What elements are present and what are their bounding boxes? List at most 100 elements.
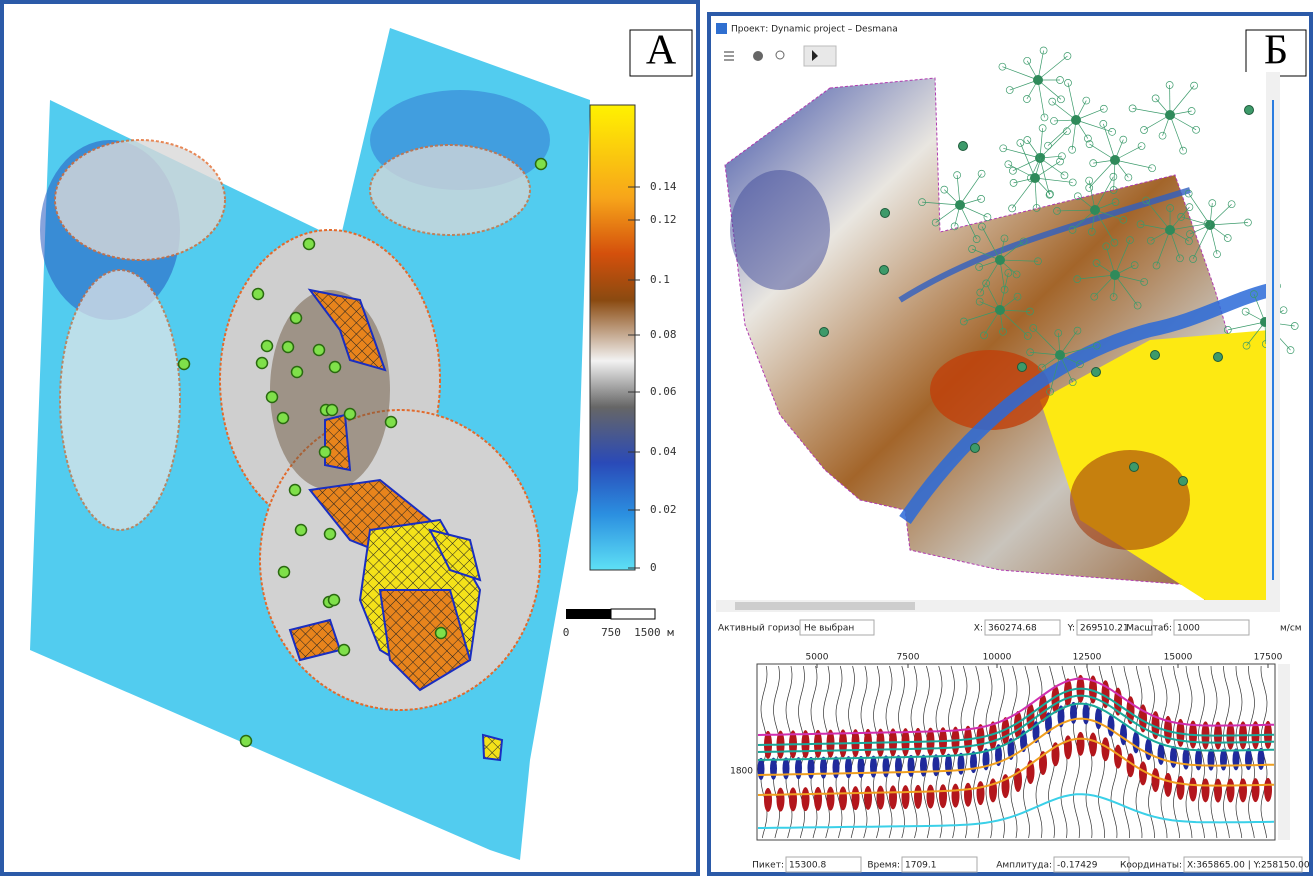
well-trajectory — [1253, 293, 1266, 323]
toolbar-button[interactable] — [753, 51, 763, 61]
well-head — [958, 141, 968, 151]
well-target — [1109, 293, 1118, 301]
field-label: Масштаб: — [1126, 624, 1172, 634]
well-target — [1068, 226, 1077, 234]
attribute-map — [30, 28, 590, 860]
well-target — [1005, 86, 1014, 94]
well-target — [1108, 127, 1116, 136]
well-head — [1033, 75, 1043, 85]
well-head — [1178, 476, 1188, 486]
positive-lobe — [1189, 777, 1197, 802]
time-field[interactable] — [901, 856, 978, 873]
well-target — [1037, 153, 1046, 161]
well-target — [1290, 322, 1299, 330]
well-target — [1184, 189, 1193, 198]
well-target — [1063, 52, 1072, 60]
scale-bar: 0 750 1500 м — [563, 608, 674, 639]
positive-lobe — [814, 786, 822, 811]
y-input[interactable] — [1076, 619, 1153, 636]
well-trajectory — [1039, 157, 1050, 195]
scale-label: 0 — [563, 626, 570, 639]
panel-b: Проект: Dynamic project – Desmana Б — [707, 12, 1313, 876]
well-target — [1208, 199, 1217, 207]
well-marker — [276, 411, 290, 425]
well-target — [1044, 141, 1052, 150]
well-target — [1019, 237, 1028, 246]
horizon — [757, 687, 1275, 746]
positive-lobe — [1089, 732, 1097, 757]
well-target — [1064, 79, 1072, 87]
well-head — [995, 305, 1005, 315]
well-target — [1110, 238, 1119, 247]
trace — [1123, 665, 1130, 839]
well-target — [1140, 126, 1148, 134]
map-view-part — [730, 170, 830, 290]
amplitude-field[interactable] — [1053, 856, 1130, 873]
negative-lobe — [1132, 731, 1140, 754]
well-trajectory — [1075, 108, 1104, 121]
well-target — [1046, 387, 1054, 396]
positive-lobe — [951, 783, 960, 808]
well-trajectory — [1094, 176, 1114, 211]
well-target — [1128, 104, 1137, 113]
well-trajectory — [1169, 114, 1184, 151]
trace — [1148, 665, 1155, 839]
well-marker — [289, 311, 303, 325]
field-label: Активный горизонт: — [718, 624, 814, 634]
picket-field[interactable] — [785, 856, 862, 873]
attribute-map-part — [369, 144, 531, 236]
well-trajectory — [935, 204, 961, 223]
well-target — [1227, 200, 1236, 209]
well-target — [1109, 172, 1118, 181]
well-trajectory — [1209, 222, 1248, 226]
well-target — [998, 62, 1007, 71]
horizon — [757, 694, 1275, 753]
scale-input[interactable] — [1173, 619, 1250, 636]
scroll-thumb[interactable] — [735, 602, 915, 610]
colorbar-label: 0.02 — [650, 503, 677, 516]
well-target — [1085, 176, 1094, 185]
horizon-dropdown[interactable] — [799, 619, 875, 636]
well-trajectory — [1059, 354, 1074, 383]
negative-lobe — [857, 755, 865, 778]
negative-lobe — [895, 755, 902, 778]
well-target — [1137, 142, 1146, 150]
well-target — [1286, 346, 1295, 354]
well-target — [1166, 204, 1174, 212]
x-tick-label: 12500 — [1073, 653, 1102, 663]
toolbar-part — [812, 50, 818, 61]
panel-a: 0.14 0.12 0.1 0.08 0.06 0.04 0.02 0 0 750 1500 … — [0, 0, 700, 876]
positive-lobe — [851, 786, 860, 811]
well-trajectory — [1188, 193, 1211, 226]
well-marker — [337, 643, 351, 657]
horizon — [757, 702, 1275, 761]
well-target — [1130, 261, 1139, 269]
x-tick-label: 15000 — [1164, 653, 1193, 663]
well-target — [977, 195, 985, 203]
well-target — [1038, 124, 1047, 132]
trace — [1135, 665, 1143, 839]
v-scrollbar[interactable] — [1278, 664, 1290, 840]
zoom-button[interactable] — [775, 50, 785, 60]
well-target — [1148, 164, 1156, 173]
well-head — [1110, 155, 1120, 165]
well-trajectory — [1169, 223, 1208, 231]
toolbar — [721, 45, 837, 67]
well-target — [1000, 234, 1009, 243]
well-trajectory — [959, 173, 982, 206]
trace — [1185, 665, 1193, 839]
well-trajectory — [1169, 206, 1190, 231]
colorbar-label: 0.14 — [650, 180, 677, 193]
scale-bar-part — [566, 609, 611, 619]
x-input[interactable] — [984, 619, 1061, 636]
well-marker — [177, 357, 191, 371]
horizon — [758, 793, 1275, 829]
coords-field[interactable] — [1183, 856, 1303, 873]
well-target — [1092, 341, 1101, 350]
positive-lobe — [1151, 768, 1160, 793]
well-head — [1213, 352, 1223, 362]
well-target — [1189, 255, 1197, 263]
well-trajectory — [999, 259, 1005, 290]
well-target — [1090, 292, 1099, 301]
select-button[interactable] — [803, 45, 837, 67]
